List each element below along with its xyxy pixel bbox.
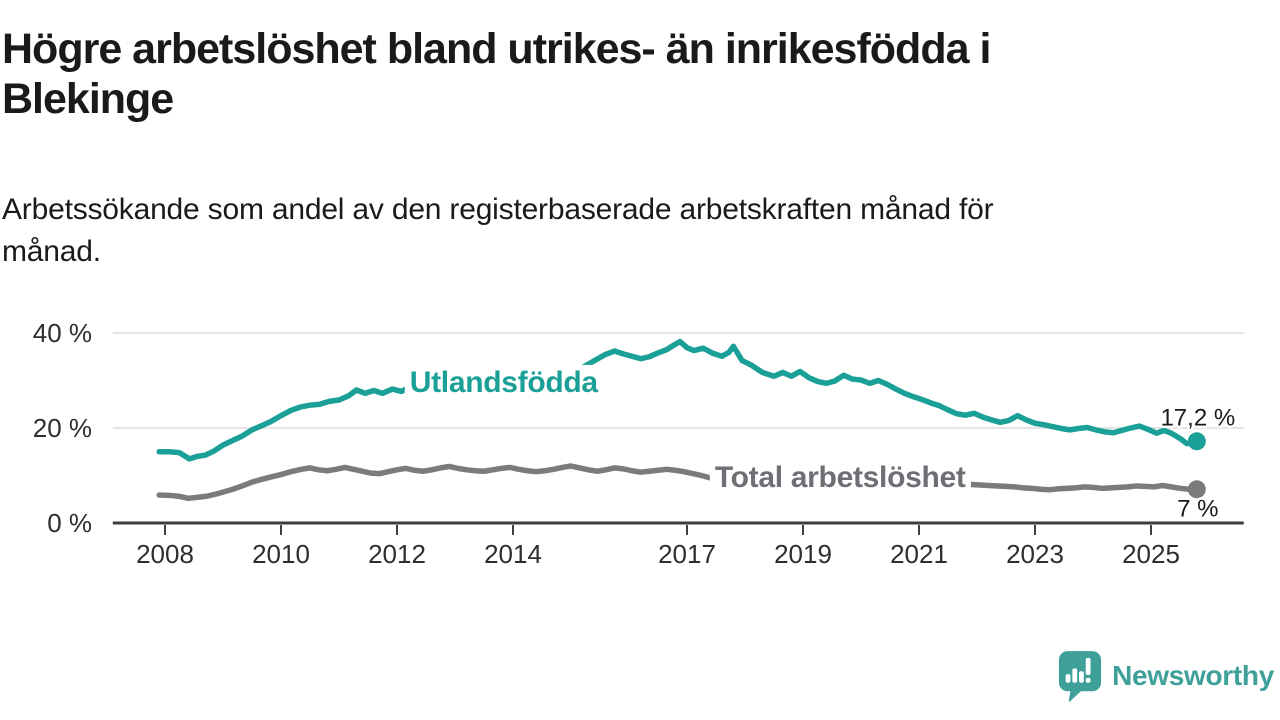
x-tick-label: 2023 — [1006, 539, 1064, 569]
x-tick-label: 2010 — [252, 539, 310, 569]
bar-medium — [1079, 671, 1084, 683]
series-label-bg-utlandsfodda — [404, 364, 604, 400]
exclamation-bar — [1085, 657, 1091, 676]
series-label-bg-total-arbetsloshet — [709, 459, 971, 495]
series-end-value-utlandsfodda: 17,2 % — [1160, 404, 1235, 431]
x-tick-label: 2025 — [1122, 539, 1180, 569]
x-tick-label: 2008 — [136, 539, 194, 569]
chart-title-line: Blekinge — [2, 75, 174, 123]
bar-tall — [1072, 668, 1078, 683]
chart-title-line: Högre arbetslöshet bland utrikes- än inr… — [2, 25, 991, 73]
bar-chart-speech-bubble-icon — [1059, 651, 1102, 702]
newsworthy-logo-text: Newsworthy — [1112, 660, 1274, 691]
x-tick-label: 2017 — [658, 539, 716, 569]
x-tick-label: 2012 — [368, 539, 426, 569]
series-line-total-arbetsloshet — [156, 463, 1200, 502]
y-tick-label: 20 % — [33, 413, 92, 443]
chart-subtitle: Arbetssökande som andel av den registerb… — [2, 189, 994, 273]
series-end-dot-utlandsfodda — [1187, 432, 1206, 451]
series-line-utlandsfodda — [156, 338, 1200, 462]
series-label-utlandsfodda: Utlandsfödda — [410, 366, 599, 399]
exclamation-dot — [1085, 677, 1091, 683]
x-tick-label: 2021 — [890, 539, 948, 569]
chart-subtitle-line: månad. — [2, 235, 101, 268]
series-label-total-arbetsloshet: Total arbetslöshet — [715, 461, 966, 494]
chart-title: Högre arbetslöshet bland utrikes- än inr… — [2, 24, 991, 124]
series-end-dot-total-arbetsloshet — [1187, 480, 1206, 499]
newsworthy-logo: Newsworthy — [1058, 650, 1274, 702]
y-tick-label: 40 % — [33, 318, 92, 348]
chart-subtitle-line: Arbetssökande som andel av den registerb… — [2, 193, 994, 226]
bar-small — [1065, 674, 1071, 683]
x-tick-label: 2019 — [774, 539, 832, 569]
series-end-value-total-arbetsloshet: 7 % — [1177, 495, 1218, 522]
x-tick-label: 2014 — [484, 539, 542, 569]
y-tick-label: 0 % — [47, 508, 92, 538]
